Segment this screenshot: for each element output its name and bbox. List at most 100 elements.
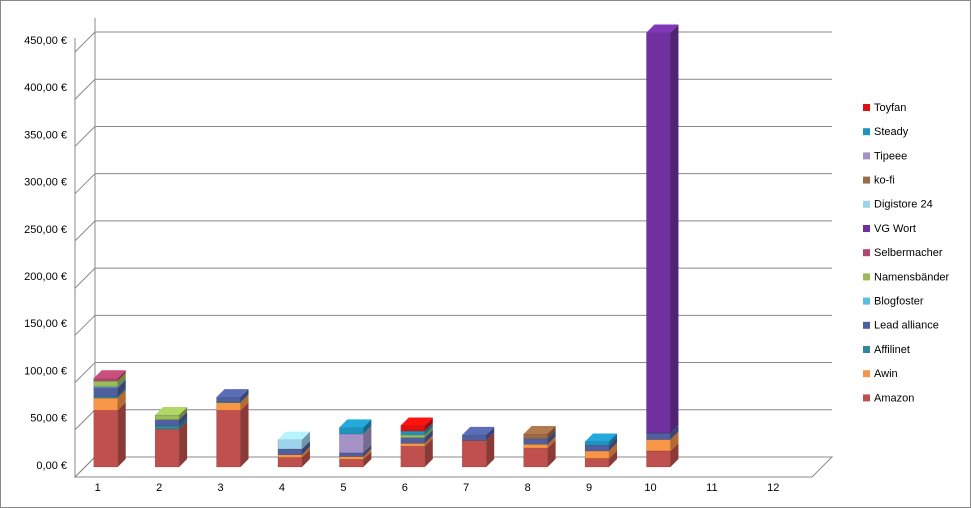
- bar-top: [277, 431, 310, 440]
- grid-line-side: [74, 267, 96, 289]
- bar-side: [117, 379, 126, 397]
- bar-front: [154, 414, 180, 421]
- bar-top: [216, 389, 249, 398]
- x-tick-label: 5: [340, 482, 346, 494]
- legend-swatch: [863, 297, 870, 305]
- bar-side: [424, 438, 433, 467]
- bar-segment: [93, 402, 126, 468]
- y-tick-label: 400,00 €: [24, 82, 67, 94]
- y-tick-label: 50,00 €: [30, 413, 67, 425]
- bar-front: [523, 438, 548, 445]
- bar-side: [670, 442, 679, 467]
- bar-side: [609, 437, 618, 451]
- bar-side: [301, 446, 310, 458]
- bar-front: [400, 430, 426, 436]
- bar-front: [277, 457, 303, 468]
- grid-line-side: [74, 173, 96, 195]
- bar-front: [400, 443, 426, 447]
- y-tick-label: 0,00 €: [36, 460, 67, 472]
- bar-top: [339, 419, 372, 428]
- bar-side: [117, 370, 126, 382]
- y-tick-label: 450,00 €: [24, 35, 67, 47]
- bar-front: [216, 410, 241, 468]
- bar-side: [609, 450, 618, 467]
- bar-front: [339, 456, 364, 460]
- bar-front: [93, 397, 118, 411]
- bar-side: [179, 417, 188, 430]
- bar-front: [154, 425, 180, 430]
- bar-front: [400, 437, 426, 444]
- bar-front: [216, 396, 241, 403]
- bar-segment: [216, 402, 249, 468]
- bar-top: [523, 425, 556, 434]
- bar-side: [117, 402, 126, 467]
- bar-side: [424, 435, 433, 447]
- y-tick-label: 200,00 €: [24, 271, 67, 283]
- x-tick-label: 7: [463, 482, 469, 494]
- grid-line-side: [74, 409, 96, 431]
- bar-side: [486, 432, 495, 467]
- legend-label: Amazon: [874, 392, 914, 404]
- y-tick-label: 150,00 €: [24, 318, 67, 330]
- legend-label: Digistore 24: [874, 199, 933, 211]
- bar-side: [179, 421, 188, 467]
- legend-swatch: [863, 394, 870, 402]
- y-tick-label: 350,00 €: [24, 129, 67, 141]
- bar-front: [339, 459, 364, 468]
- bar-segment: [646, 24, 679, 434]
- legend-label: VG Wort: [874, 223, 916, 235]
- bar-side: [240, 393, 249, 403]
- legend-swatch: [863, 128, 870, 136]
- x-tick-label: 2: [156, 482, 162, 494]
- bar-front: [277, 439, 303, 450]
- bar-side: [117, 373, 126, 387]
- grid-line-side: [74, 314, 96, 336]
- bar-front: [154, 428, 180, 468]
- bar-side: [363, 444, 372, 457]
- bar-side: [240, 394, 249, 411]
- bar-side: [424, 423, 433, 435]
- bar-front: [339, 427, 364, 435]
- bar-side: [547, 440, 556, 467]
- x-tick-label: 9: [586, 482, 592, 494]
- bar-front: [646, 439, 671, 452]
- bar-front: [93, 410, 118, 468]
- legend-label: ko-fi: [874, 175, 895, 187]
- grid-line-side: [74, 78, 96, 100]
- bar-front: [93, 380, 118, 387]
- bar-front: [461, 434, 487, 441]
- legend-label: Namensbänder: [874, 271, 950, 283]
- bar-front: [400, 434, 426, 438]
- legend-swatch: [863, 321, 870, 329]
- bar-side: [609, 442, 618, 459]
- bar-side: [609, 433, 618, 446]
- x-tick-label: 11: [706, 482, 717, 494]
- bar-side: [117, 390, 126, 411]
- bar-front: [584, 441, 610, 446]
- legend-label: Awin: [874, 368, 898, 380]
- bar-side: [301, 431, 310, 450]
- bar-side: [363, 451, 372, 467]
- bar-side: [363, 419, 372, 434]
- legend-label: Lead alliance: [874, 320, 939, 332]
- bar-front: [339, 452, 364, 457]
- bar-front: [93, 395, 118, 399]
- bar-segment: [461, 426, 495, 441]
- grid-line-side: [74, 456, 96, 478]
- legend-label: Selbermacher: [874, 247, 943, 259]
- legend-swatch: [863, 346, 870, 353]
- bar-segment: [461, 432, 495, 468]
- legend-swatch: [863, 104, 870, 111]
- bar-side: [547, 430, 556, 445]
- bar-front: [646, 450, 671, 468]
- bar-front: [523, 447, 548, 468]
- y-tick-label: 100,00 €: [24, 365, 67, 377]
- legend-label: Blogfoster: [874, 296, 924, 308]
- bar-front: [216, 402, 241, 411]
- bar-side: [117, 378, 126, 388]
- bar-side: [424, 417, 433, 432]
- x-tick-label: 8: [525, 482, 531, 494]
- bar-side: [670, 425, 679, 440]
- legend-swatch: [863, 370, 870, 378]
- x-tick-label: 10: [644, 482, 656, 494]
